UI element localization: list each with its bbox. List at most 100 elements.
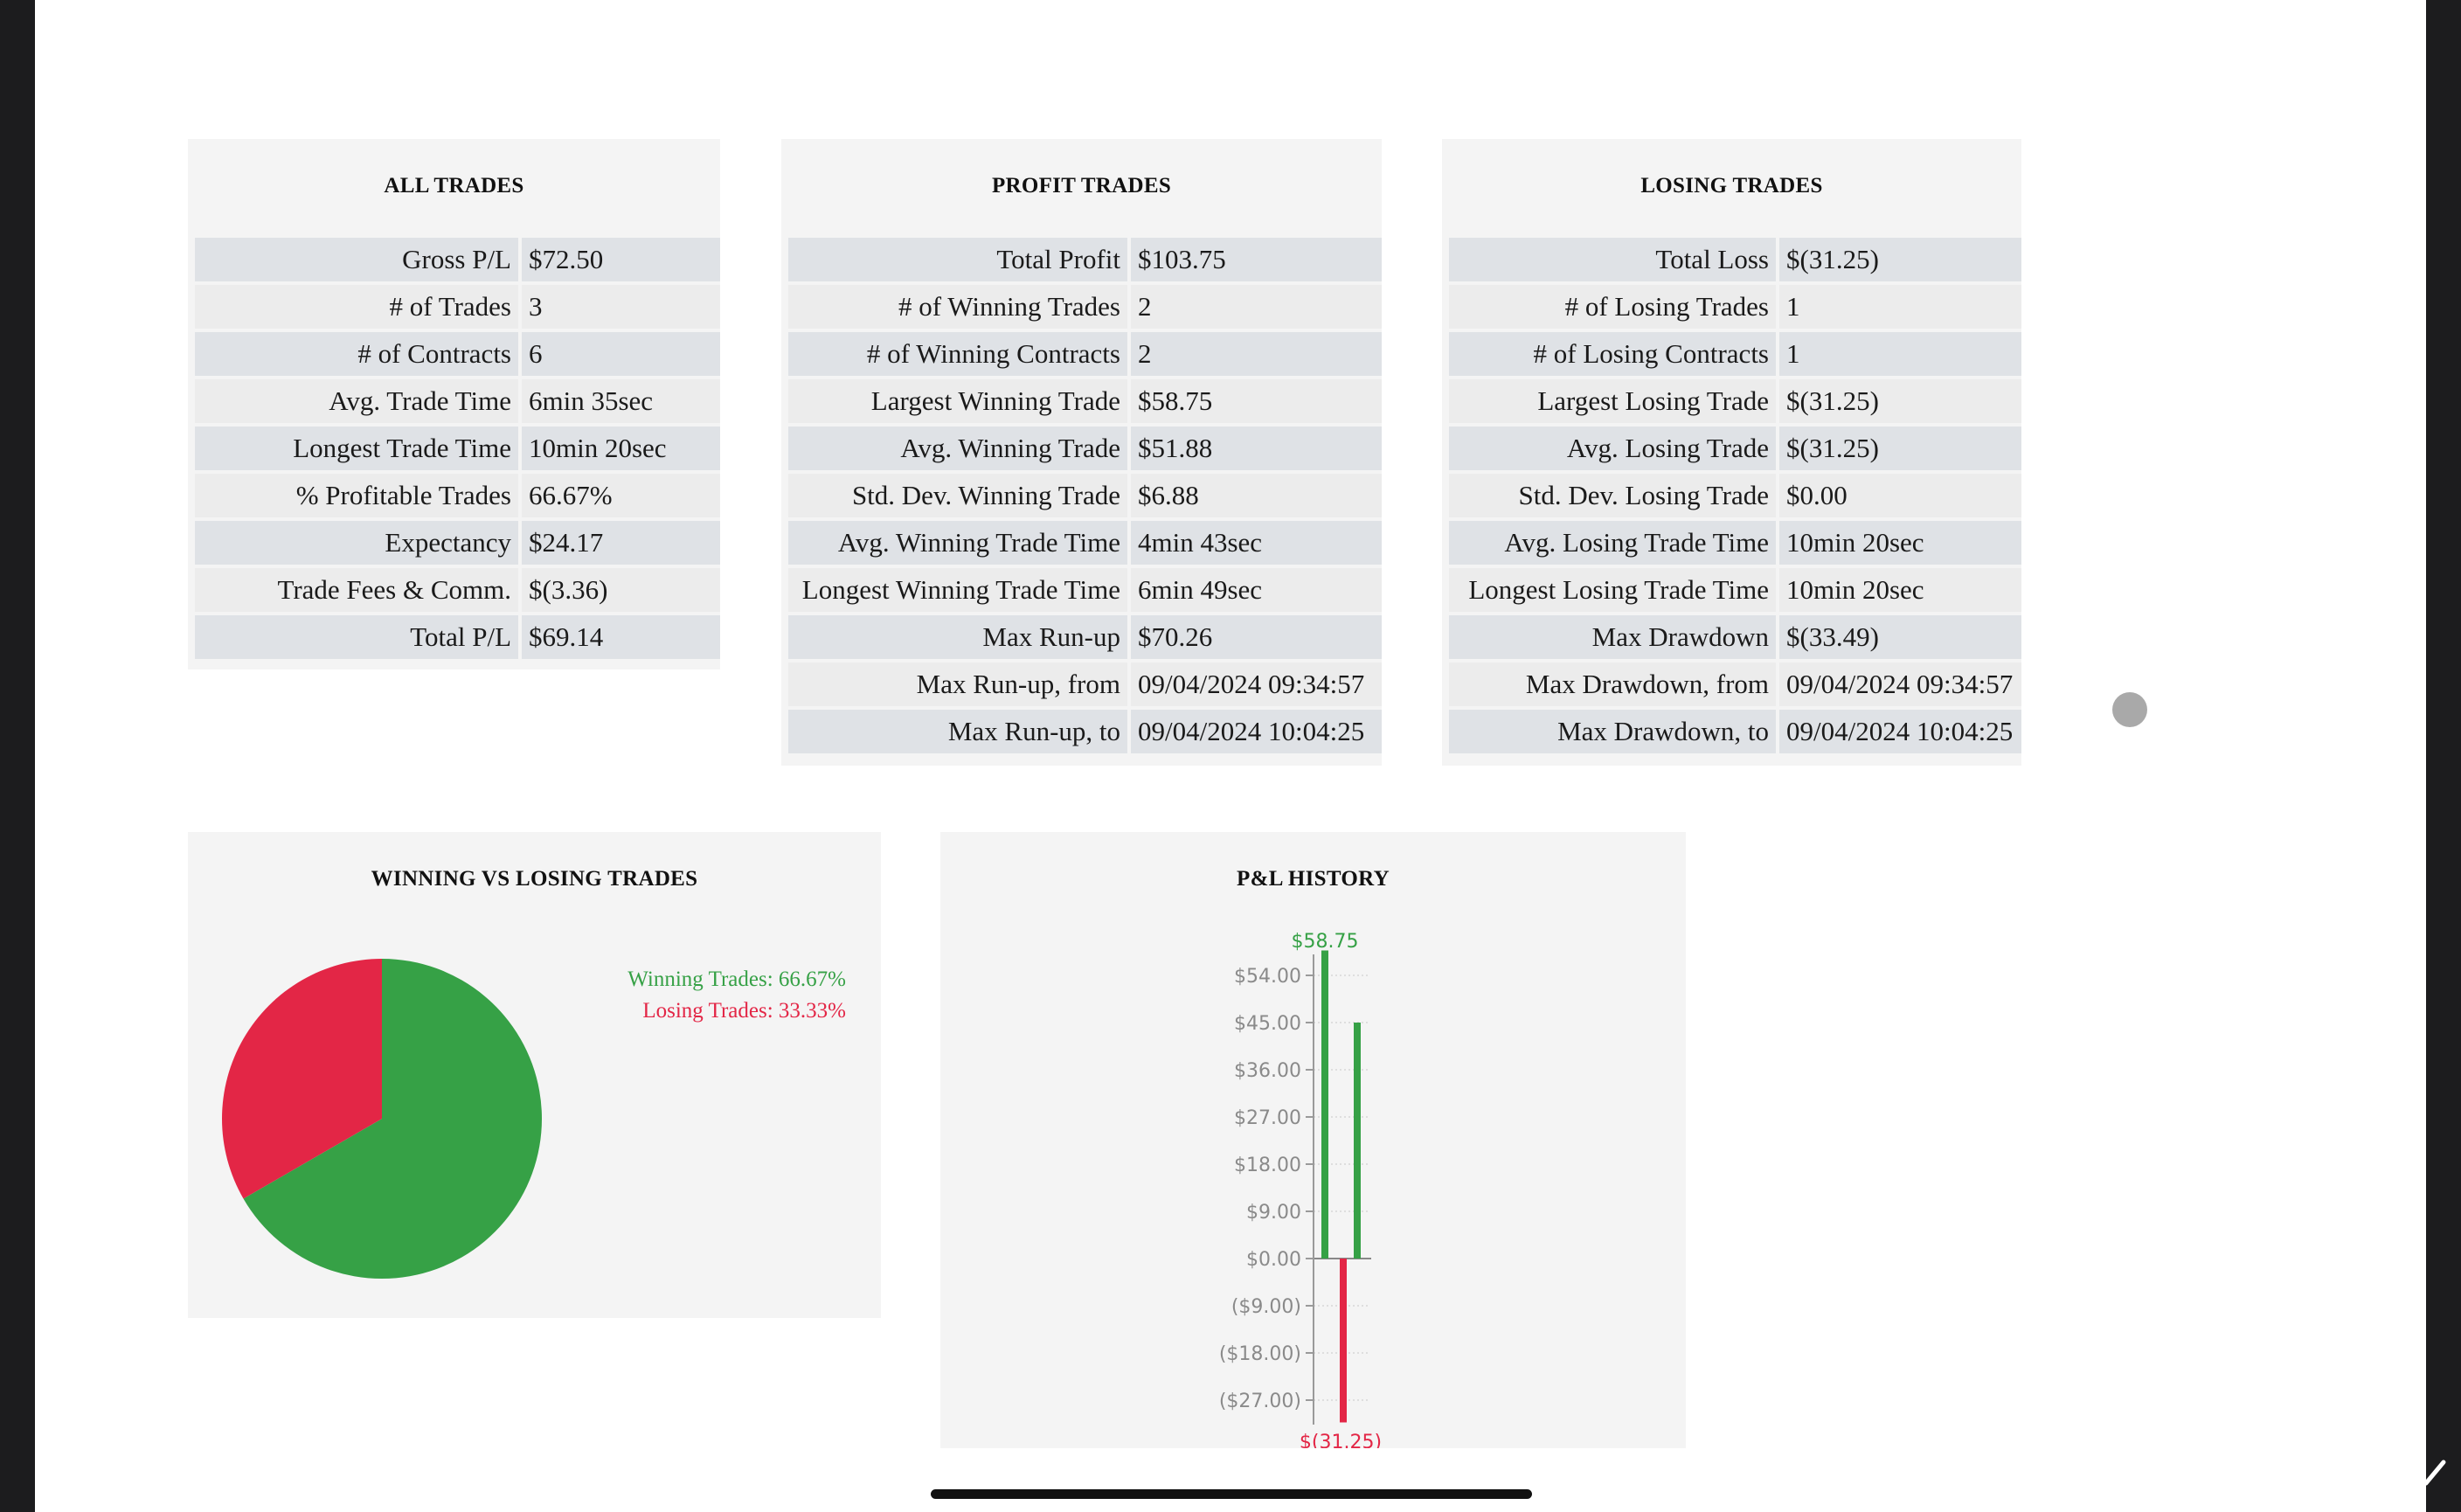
all-trades-row-value: 10min 20sec [522,427,720,470]
profit-trades-table: Total Profit $103.75 # of Winning Trades 2 #… [785,234,1385,757]
all-trades-row: Gross P/L $72.50 [195,238,720,281]
pl-tick-label: $36.00 [1234,1060,1301,1082]
profit-trades-panel: PROFIT TRADES Total Profit $103.75 # of Wi… [781,139,1382,766]
all-trades-rows: Gross P/L $72.50 # of Trades 3 # of Contract… [195,238,720,659]
pl-history-title: P&L HISTORY [1237,867,1390,891]
profit-trades-row-value: $51.88 [1131,427,1382,470]
all-trades-row-label: # of Contracts [195,332,518,376]
losing-trades-row-value: 1 [1779,332,2021,376]
losing-trades-row-label: Std. Dev. Losing Trade [1449,474,1776,517]
all-trades-row-value: 66.67% [522,474,720,517]
profit-trades-row-value: 2 [1131,285,1382,329]
profit-trades-row-label: Max Run-up, to [788,710,1127,753]
losing-trades-row: Max Drawdown, from 09/04/2024 09:34:57 [1449,662,2021,706]
losing-trades-row-value: 09/04/2024 10:04:25 [1779,710,2021,753]
profit-trades-rows: Total Profit $103.75 # of Winning Trades 2 #… [788,238,1382,753]
all-trades-row: Expectancy $24.17 [195,521,720,565]
all-trades-row-value: 6min 35sec [522,379,720,423]
profit-trades-row-label: Max Run-up [788,615,1127,659]
profit-trades-row-value: $6.88 [1131,474,1382,517]
all-trades-row-label: Avg. Trade Time [195,379,518,423]
losing-trades-title: LOSING TRADES [1640,174,1823,198]
win-loss-title: WINNING VS LOSING TRADES [371,867,698,891]
all-trades-row-value: 3 [522,285,720,329]
profit-trades-row: Std. Dev. Winning Trade $6.88 [788,474,1382,517]
profit-trades-row: # of Winning Contracts 2 [788,332,1382,376]
profit-trades-row-label: # of Winning Contracts [788,332,1127,376]
losing-trades-row-label: # of Losing Contracts [1449,332,1776,376]
resize-handle-icon[interactable] [2412,1455,2447,1490]
all-trades-row-value: $69.14 [522,615,720,659]
pl-tick-label: ($27.00) [1219,1391,1301,1412]
pl-tick-label: ($18.00) [1219,1343,1301,1365]
all-trades-row-value: 6 [522,332,720,376]
floating-assistive-dot[interactable] [2112,692,2147,727]
losing-trades-row: Total Loss $(31.25) [1449,238,2021,281]
all-trades-row: % Profitable Trades 66.67% [195,474,720,517]
profit-trades-row: Max Run-up $70.26 [788,615,1382,659]
losing-trades-row-value: 10min 20sec [1779,521,2021,565]
all-trades-row: Total P/L $69.14 [195,615,720,659]
profit-trades-row: Avg. Winning Trade $51.88 [788,427,1382,470]
pl-tick-label: $27.00 [1234,1107,1301,1129]
losing-trades-row-value: $(31.25) [1779,427,2021,470]
all-trades-row-label: % Profitable Trades [195,474,518,517]
losing-trades-row: Max Drawdown $(33.49) [1449,615,2021,659]
all-trades-title: ALL TRADES [384,174,524,198]
losing-trades-row: Max Drawdown, to 09/04/2024 10:04:25 [1449,710,2021,753]
losing-trades-row: Longest Losing Trade Time 10min 20sec [1449,568,2021,612]
all-trades-row: # of Trades 3 [195,285,720,329]
pl-history-panel: P&L HISTORY $54.00 $45.00 $36.00 $27.00 $18.… [940,832,1686,1448]
legend-winning: Winning Trades: 66.67% [627,968,846,991]
profit-trades-row-label: # of Winning Trades [788,285,1127,329]
profit-trades-row-label: Avg. Winning Trade Time [788,521,1127,565]
losing-trades-row: Avg. Losing Trade $(31.25) [1449,427,2021,470]
pl-history-chart: $54.00 $45.00 $36.00 $27.00 $18.00 $9.00 $0.00… [1219,931,1382,1448]
pie-slice-winning [243,959,542,1279]
win-loss-pie [222,959,542,1279]
profit-trades-row-value: $103.75 [1131,238,1382,281]
legend-losing: Losing Trades: 33.33% [642,999,846,1023]
losing-trades-row-value: 10min 20sec [1779,568,2021,612]
all-trades-table: Gross P/L $72.50 # of Trades 3 # of Contract… [191,234,724,662]
pl-bar [1321,950,1328,1259]
profit-trades-row-label: Avg. Winning Trade [788,427,1127,470]
profit-trades-row: Max Run-up, to 09/04/2024 10:04:25 [788,710,1382,753]
pl-bars [1321,950,1361,1423]
losing-trades-row: # of Losing Contracts 1 [1449,332,2021,376]
losing-trades-row-value: $(31.25) [1779,238,2021,281]
home-indicator[interactable] [931,1489,1532,1499]
pl-bar [1340,1259,1347,1423]
losing-trades-row: Largest Losing Trade $(31.25) [1449,379,2021,423]
all-trades-row-label: Trade Fees & Comm. [195,568,518,612]
losing-trades-row-label: Largest Losing Trade [1449,379,1776,423]
all-trades-row-label: Expectancy [195,521,518,565]
pl-bar [1354,1023,1361,1259]
profit-trades-row-value: 2 [1131,332,1382,376]
profit-trades-row-label: Largest Winning Trade [788,379,1127,423]
losing-trades-row-label: Avg. Losing Trade Time [1449,521,1776,565]
losing-trades-row: Avg. Losing Trade Time 10min 20sec [1449,521,2021,565]
all-trades-row-value: $72.50 [522,238,720,281]
all-trades-row-label: # of Trades [195,285,518,329]
losing-trades-row-label: Max Drawdown, to [1449,710,1776,753]
profit-trades-row: Max Run-up, from 09/04/2024 09:34:57 [788,662,1382,706]
losing-trades-row-label: Avg. Losing Trade [1449,427,1776,470]
profit-trades-row-value: 09/04/2024 10:04:25 [1131,710,1382,753]
pl-max-label: $58.75 [1292,931,1359,953]
all-trades-row-label: Gross P/L [195,238,518,281]
pl-tick-label: $45.00 [1234,1013,1301,1035]
profit-trades-row: Total Profit $103.75 [788,238,1382,281]
losing-trades-row: Std. Dev. Losing Trade $0.00 [1449,474,2021,517]
losing-trades-row-value: $(33.49) [1779,615,2021,659]
pl-tick-label: ($9.00) [1231,1296,1301,1318]
all-trades-panel: ALL TRADES Gross P/L $72.50 # of Trades 3 # … [188,139,720,669]
profit-trades-row-label: Longest Winning Trade Time [788,568,1127,612]
profit-trades-row: Longest Winning Trade Time 6min 49sec [788,568,1382,612]
profit-trades-row-value: $58.75 [1131,379,1382,423]
pl-tick-label: $0.00 [1246,1249,1301,1271]
losing-trades-row-label: Max Drawdown [1449,615,1776,659]
all-trades-row: Avg. Trade Time 6min 35sec [195,379,720,423]
pl-tick-marks: $54.00 $45.00 $36.00 $27.00 $18.00 $9.00 $0.00… [1219,966,1314,1412]
pl-min-label: $(31.25) [1300,1432,1382,1448]
